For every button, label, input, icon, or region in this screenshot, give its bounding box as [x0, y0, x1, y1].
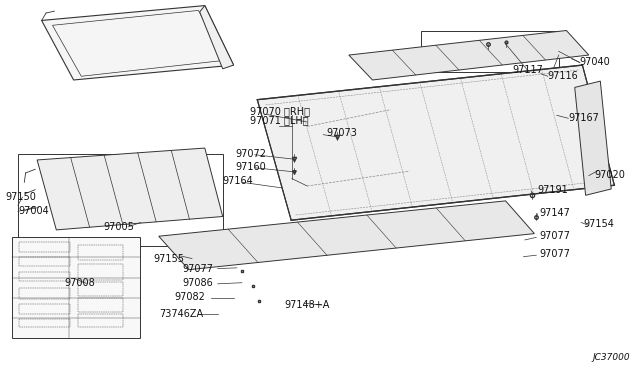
Text: 97117: 97117 — [512, 65, 543, 75]
Bar — [78, 314, 123, 327]
Text: 97086: 97086 — [182, 278, 213, 288]
Bar — [421, 31, 559, 72]
Text: 97004: 97004 — [18, 206, 49, 216]
Text: 97154: 97154 — [584, 219, 614, 229]
Bar — [78, 282, 123, 296]
Bar — [78, 298, 123, 312]
Polygon shape — [200, 6, 234, 69]
Bar — [19, 288, 70, 299]
Bar — [19, 304, 70, 314]
Text: 97020: 97020 — [594, 170, 625, 180]
Text: 73746ZA: 73746ZA — [159, 309, 203, 318]
Bar — [19, 319, 70, 327]
Text: 97147: 97147 — [540, 208, 570, 218]
Text: 97077: 97077 — [540, 231, 570, 241]
Polygon shape — [37, 148, 223, 230]
Bar — [78, 264, 123, 280]
Text: 97077: 97077 — [182, 264, 213, 273]
Bar — [19, 257, 70, 266]
Text: 97191: 97191 — [538, 186, 568, 195]
Polygon shape — [159, 201, 534, 270]
Polygon shape — [257, 65, 614, 220]
Text: 97072: 97072 — [236, 149, 266, 158]
Polygon shape — [42, 6, 234, 80]
Text: 97005: 97005 — [104, 222, 134, 232]
Text: 97116: 97116 — [548, 71, 579, 81]
Text: JC37000: JC37000 — [593, 353, 630, 362]
Text: 97167: 97167 — [568, 113, 599, 123]
Text: 97082: 97082 — [174, 292, 205, 302]
Bar — [78, 245, 123, 260]
Bar — [18, 154, 223, 246]
Bar — [19, 242, 70, 252]
Text: 97073: 97073 — [326, 128, 357, 138]
Text: 97070 〈RH〉: 97070 〈RH〉 — [250, 107, 310, 116]
Text: 97008: 97008 — [64, 279, 95, 288]
Text: 97148+A: 97148+A — [285, 300, 330, 310]
Text: 97077: 97077 — [540, 249, 570, 259]
Text: 97150: 97150 — [5, 192, 36, 202]
Text: 97160: 97160 — [236, 162, 266, 171]
Text: 97071 〈LH〉: 97071 〈LH〉 — [250, 115, 308, 125]
Text: 97155: 97155 — [154, 254, 184, 263]
Polygon shape — [349, 31, 589, 80]
Bar — [12, 237, 140, 338]
Bar — [19, 272, 70, 281]
Polygon shape — [575, 81, 611, 195]
Text: 97040: 97040 — [580, 58, 611, 67]
Text: 97164: 97164 — [223, 176, 253, 186]
